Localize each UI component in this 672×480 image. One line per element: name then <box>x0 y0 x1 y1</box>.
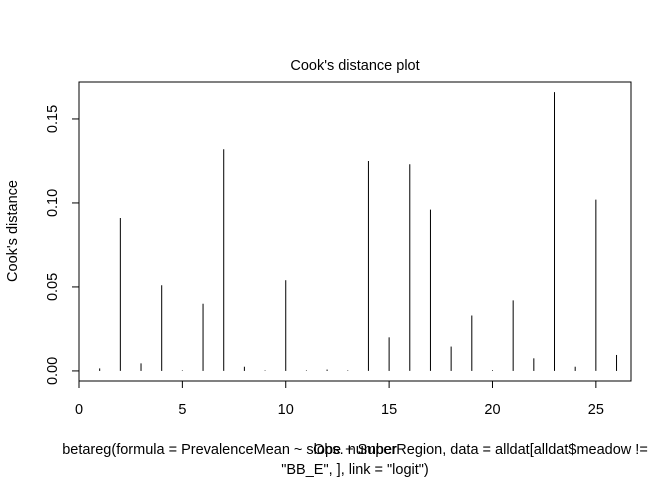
model-call-line-2: "BB_E", ], link = "logit") <box>281 462 429 478</box>
x-tick-label: 20 <box>484 402 500 418</box>
y-axis-label: Cook's distance <box>5 180 21 282</box>
x-tick-label: 25 <box>588 402 604 418</box>
y-tick-label: 0.00 <box>45 357 61 385</box>
bars-group <box>99 92 618 371</box>
model-call-line-1: betareg(formula = PrevalenceMean ~ slope… <box>62 442 648 458</box>
x-tick-label: 10 <box>278 402 294 418</box>
chart-title: Cook's distance plot <box>290 58 419 74</box>
y-tick-label: 0.05 <box>45 273 61 301</box>
y-tick-label: 0.10 <box>45 189 61 217</box>
y-axis: 0.00 0.05 0.10 0.15 <box>45 105 80 385</box>
y-tick-label: 0.15 <box>45 105 61 133</box>
x-tick-label: 0 <box>75 402 83 418</box>
x-tick-label: 15 <box>381 402 397 418</box>
x-axis: 0 5 10 15 20 25 <box>75 380 604 418</box>
x-tick-label: 5 <box>178 402 186 418</box>
x-axis-label: Obs. number <box>313 442 397 458</box>
